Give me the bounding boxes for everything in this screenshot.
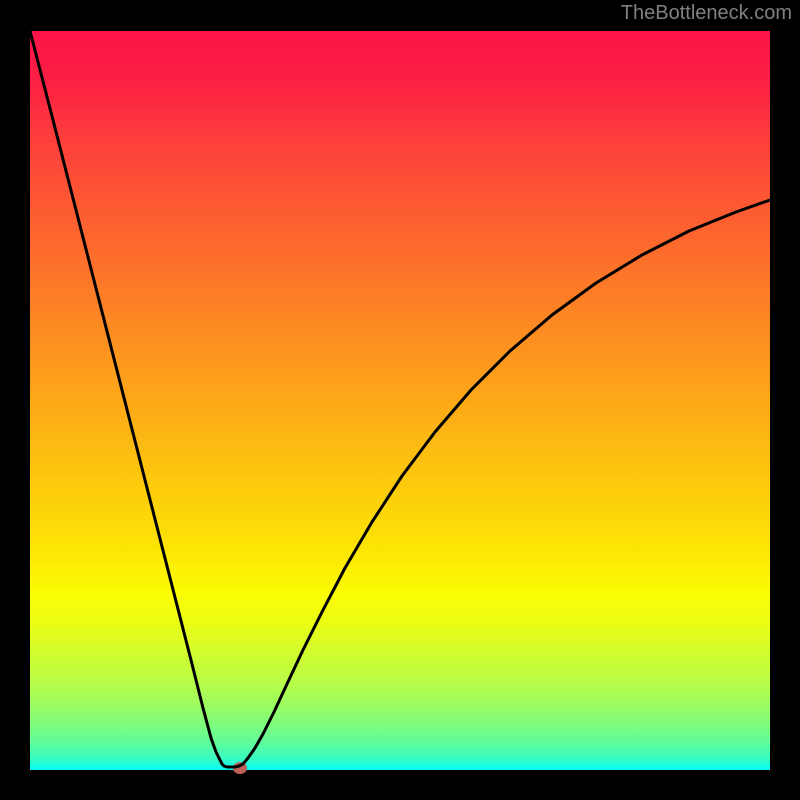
plot-area xyxy=(30,31,770,770)
gradient-background xyxy=(30,31,770,770)
watermark-text: TheBottleneck.com xyxy=(621,2,792,25)
valley-marker xyxy=(233,762,247,774)
